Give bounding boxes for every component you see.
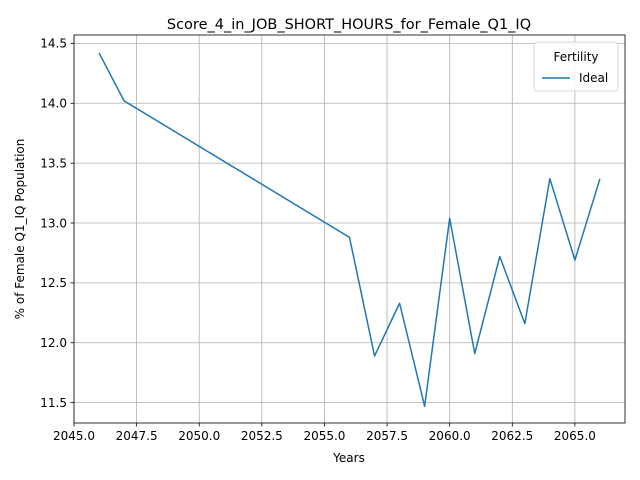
x-axis-label: Years <box>332 451 365 465</box>
legend-label-ideal: Ideal <box>579 71 608 85</box>
grid <box>73 35 625 423</box>
x-tick-label: 2057.5 <box>366 429 408 443</box>
x-tick-label: 2052.5 <box>241 429 283 443</box>
x-tick-label: 2065.0 <box>554 429 596 443</box>
y-tick-label: 14.0 <box>40 97 67 111</box>
chart-title: Score_4_in_JOB_SHORT_HOURS_for_Female_Q1… <box>167 17 531 33</box>
y-tick-label: 13.0 <box>40 216 67 230</box>
y-tick-label: 13.5 <box>40 156 67 170</box>
legend-title: Fertility <box>553 50 598 64</box>
x-tick-label: 2062.5 <box>491 429 533 443</box>
y-tick-label: 12.0 <box>40 336 67 350</box>
x-tick-label: 2050.0 <box>178 429 220 443</box>
y-tick-label: 12.5 <box>40 276 67 290</box>
plot-lines <box>98 52 601 407</box>
series-line-ideal <box>98 52 601 407</box>
x-tick-label: 2055.0 <box>303 429 345 443</box>
legend: Fertility Ideal <box>533 41 619 92</box>
y-tick-label: 11.5 <box>40 396 67 410</box>
x-tick-label: 2045.0 <box>53 429 95 443</box>
x-tick-label: 2047.5 <box>116 429 158 443</box>
x-axis-ticks: 2045.0 2047.5 2050.0 2052.5 2055.0 2057.5 2060… <box>53 423 596 443</box>
y-axis-label: % of Female Q1_IQ Population <box>13 139 27 320</box>
plot-frame <box>73 34 626 424</box>
y-tick-label: 14.5 <box>40 37 67 51</box>
x-tick-label: 2060.0 <box>429 429 471 443</box>
y-axis-ticks: 11.5 12.0 12.5 13.0 13.5 14.0 14.5 <box>40 37 74 410</box>
